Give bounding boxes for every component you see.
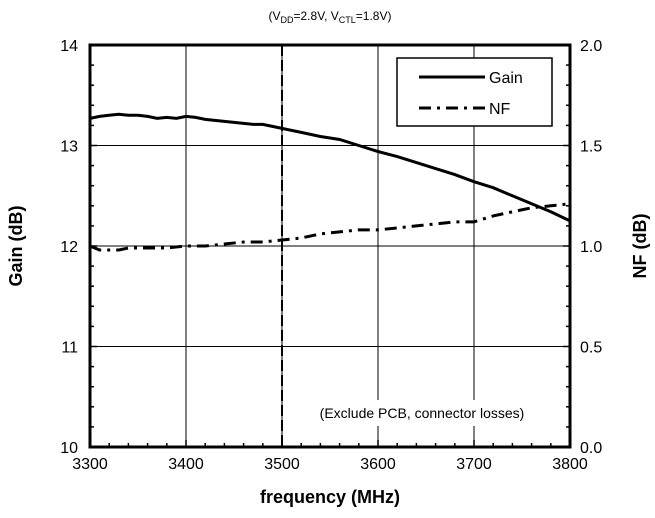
annotation-box [284, 400, 560, 426]
y2-tick-label: 2.0 [580, 38, 602, 55]
y-tick-label: 12 [60, 239, 78, 256]
y-tick-label: 11 [61, 340, 78, 357]
legend-box [396, 57, 553, 127]
y2-tick-label: 0.0 [580, 440, 602, 457]
series-nf-line [89, 202, 571, 252]
y-axis-title: Gain (dB) [6, 206, 26, 287]
plot-frame [88, 43, 572, 449]
y-tick-label: 10 [60, 440, 78, 457]
legend: Gain NF [396, 57, 553, 127]
annotation: (Exclude PCB, connector losses) [284, 400, 560, 426]
x-tick-label: 3400 [168, 456, 204, 473]
y2-tick-labels: 0.0 0.5 1.0 1.5 2.0 [580, 38, 602, 457]
condition-text: (VDD=2.8V, VCTL=1.8V) [269, 9, 392, 25]
y2-axis-title: NF (dB) [630, 214, 650, 279]
x-tick-label: 3500 [264, 456, 300, 473]
y2-tick-label: 1.5 [580, 139, 602, 156]
x-tick-label: 3800 [552, 456, 588, 473]
x-tick-labels: 3300 3400 3500 3600 3700 3800 [72, 456, 588, 473]
x-tick-label: 3700 [456, 456, 492, 473]
x-tick-label: 3300 [72, 456, 108, 473]
x-axis-title: frequency (MHz) [260, 487, 400, 507]
y-tick-label: 13 [60, 139, 78, 156]
y-tick-labels: 10 11 12 13 14 [60, 38, 78, 457]
legend-gain-label: Gain [489, 70, 523, 87]
x-tick-label: 3600 [360, 456, 396, 473]
y-tick-label: 14 [60, 38, 78, 55]
y2-tick-label: 1.0 [580, 239, 602, 256]
y2-tick-label: 0.5 [580, 340, 602, 357]
series-gain-line [89, 112, 571, 223]
annotation-text: (Exclude PCB, connector losses) [320, 405, 525, 421]
legend-nf-label: NF [489, 101, 511, 118]
